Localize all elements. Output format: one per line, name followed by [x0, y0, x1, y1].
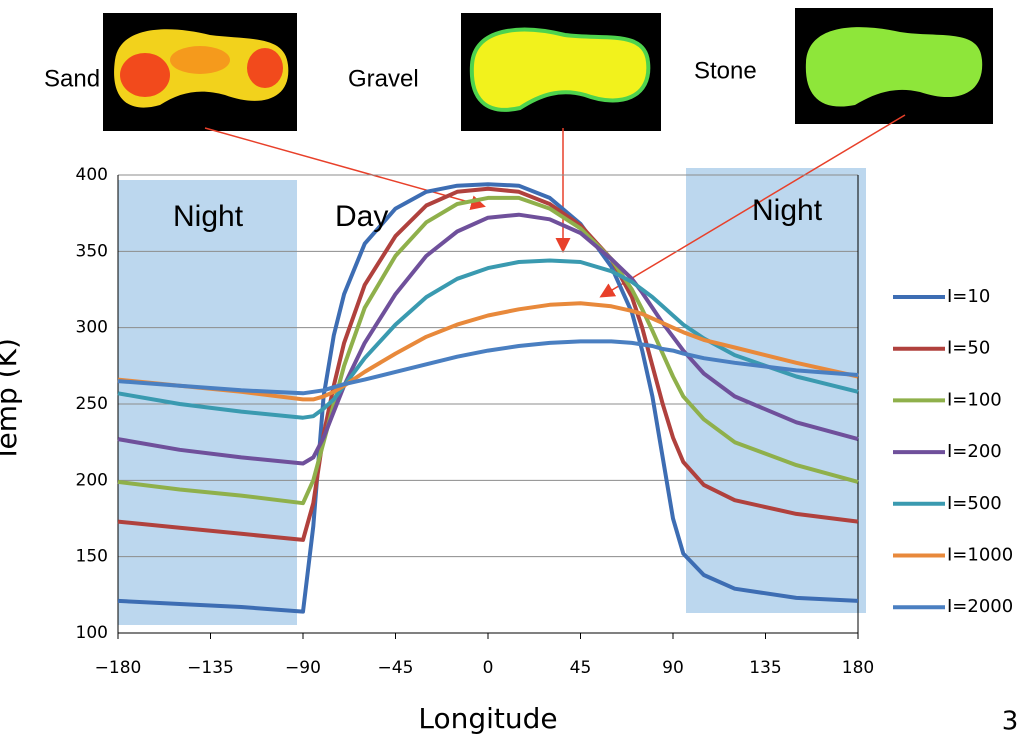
y-tick-label: 250 [76, 394, 108, 414]
legend-label: I=2000 [947, 596, 1013, 617]
y-axis-title: Temp (K) [0, 338, 23, 463]
x-tick-label: 0 [483, 658, 494, 678]
x-tick-label: −90 [285, 658, 321, 678]
x-tick-label: −45 [378, 658, 414, 678]
y-tick-label: 100 [76, 623, 108, 643]
arrow [204, 127, 486, 210]
legend-label: I=100 [947, 389, 1002, 410]
x-axis-title: Longitude [418, 702, 557, 735]
night-shade [686, 168, 866, 613]
y-tick-label: 350 [76, 241, 108, 261]
y-tick-label: 400 [76, 165, 108, 185]
x-tick-label: −135 [187, 658, 234, 678]
x-tick-label: 135 [749, 658, 781, 678]
series-line [117, 195, 859, 506]
annotation: Day [335, 200, 388, 233]
thumbnail-gravel [461, 13, 661, 131]
night-shade [118, 180, 297, 625]
y-tick-label: 150 [76, 547, 108, 567]
series-line [117, 186, 859, 542]
annotation: Gravel [348, 65, 419, 92]
thumbnail-stone [795, 8, 993, 124]
annotation: Stone [694, 57, 757, 84]
x-tick-label: 45 [570, 658, 592, 678]
thumbnail-sand [103, 13, 297, 131]
series-line [117, 258, 859, 420]
legend-label: I=1000 [947, 545, 1013, 566]
x-tick-label: 90 [662, 658, 684, 678]
series-line [117, 339, 859, 396]
series-line [117, 212, 859, 466]
x-tick-label: 180 [842, 658, 874, 678]
y-tick-label: 200 [76, 470, 108, 490]
legend-label: I=50 [947, 338, 990, 359]
legend-label: I=500 [947, 493, 1002, 514]
legend-label: I=10 [947, 286, 990, 307]
page-number: 3 [1002, 707, 1019, 737]
annotation: Night [173, 200, 244, 233]
series-line [117, 301, 859, 402]
annotation: Night [752, 194, 823, 227]
x-tick-label: −180 [95, 658, 142, 678]
y-tick-label: 300 [76, 318, 108, 338]
legend-label: I=200 [947, 441, 1002, 462]
arrow [599, 114, 906, 298]
annotation: Sand [44, 65, 100, 92]
